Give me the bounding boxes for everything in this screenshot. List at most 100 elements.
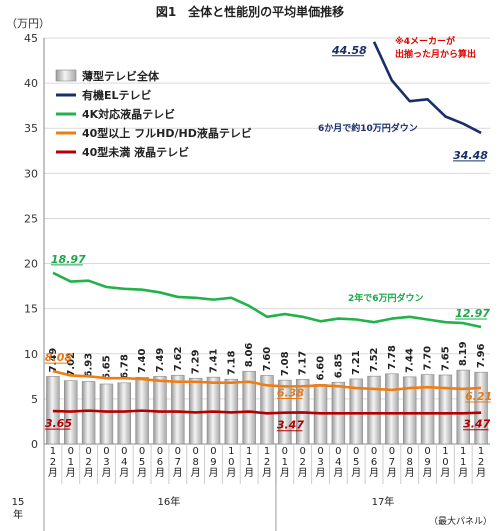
lines-layer bbox=[52, 41, 482, 415]
bar-value-label: 7.02 bbox=[66, 352, 77, 377]
chart-annotation: 2年で6万円ダウン bbox=[348, 292, 424, 304]
year-label: 17年 bbox=[372, 495, 395, 508]
y-tick-label: 10 bbox=[24, 348, 38, 361]
bar-value-label: 7.49 bbox=[48, 348, 59, 373]
bar bbox=[99, 383, 114, 445]
series-line bbox=[372, 41, 482, 135]
bar bbox=[81, 381, 96, 445]
bar bbox=[385, 373, 399, 445]
bar bbox=[367, 375, 381, 445]
bar-value-label: 8.06 bbox=[244, 343, 255, 368]
chart-annotation: 出揃った月から算出 bbox=[395, 48, 476, 60]
data-callout: 3.47 bbox=[463, 418, 490, 431]
bar bbox=[438, 374, 453, 445]
bar-value-label: 7.65 bbox=[440, 346, 451, 371]
callouts: 44.58 34.48 18.97 12.97 8.08 6.38 6.21 3.65 3.47… bbox=[44, 44, 492, 432]
bar-value-label: 7.52 bbox=[369, 347, 380, 372]
y-tick-label: 15 bbox=[24, 303, 38, 316]
chart-annotation: ※4メーカーが bbox=[395, 35, 456, 47]
data-callout: 6.38 bbox=[277, 386, 304, 399]
year-label: 15 年 bbox=[12, 497, 25, 521]
bars-layer: 7.49 7.02 6.93 6.65 6.78 7.40 7.49 7.62 7.29 7.41… bbox=[46, 341, 488, 445]
bar-value-label: 7.41 bbox=[208, 348, 219, 373]
data-callout: 12.97 bbox=[455, 307, 490, 320]
bar-value-label: 7.40 bbox=[137, 349, 148, 374]
bar bbox=[242, 370, 256, 445]
bar bbox=[117, 382, 132, 445]
y-tick-label: 45 bbox=[24, 32, 38, 45]
source-note: （最大パネル） bbox=[429, 515, 492, 527]
y-unit-label: （万円） bbox=[6, 17, 50, 30]
bar-value-label: 6.85 bbox=[333, 353, 344, 378]
series-line bbox=[52, 271, 482, 329]
y-tick-label: 20 bbox=[24, 258, 38, 271]
y-tick-label: 0 bbox=[31, 438, 38, 451]
data-callout: 3.65 bbox=[45, 417, 72, 430]
bar-value-label: 7.17 bbox=[298, 351, 309, 376]
bar-value-label: 6.60 bbox=[316, 356, 327, 381]
bar bbox=[474, 371, 488, 445]
bar bbox=[260, 375, 274, 445]
data-callout: 3.47 bbox=[277, 419, 304, 432]
chart-annotation: 6か月で約10万円ダウン bbox=[318, 122, 418, 134]
y-tick-label: 35 bbox=[24, 122, 38, 135]
bar-value-label: 7.21 bbox=[351, 350, 362, 375]
bar-value-label: 8.19 bbox=[458, 341, 469, 366]
bar bbox=[171, 374, 185, 445]
bar-value-label: 7.70 bbox=[423, 346, 434, 371]
data-callout: 6.21 bbox=[465, 390, 492, 403]
legend-label: 40型以上 フルHD/HD液晶テレビ bbox=[82, 126, 252, 140]
bar-value-label: 7.18 bbox=[226, 351, 237, 376]
bar-value-label: 7.08 bbox=[280, 351, 291, 376]
data-callout: 34.48 bbox=[453, 149, 488, 162]
series-line bbox=[52, 409, 482, 415]
data-callout: 44.58 bbox=[331, 44, 367, 57]
legend-label: 有機ELテレビ bbox=[82, 88, 152, 102]
data-callout: 18.97 bbox=[51, 253, 86, 266]
bar-value-label: 7.78 bbox=[387, 345, 398, 370]
bar-value-label: 7.44 bbox=[405, 348, 416, 373]
bar bbox=[349, 378, 363, 445]
legend-swatch bbox=[55, 69, 77, 82]
bar-value-label: 7.96 bbox=[476, 343, 487, 368]
data-callout: 8.08 bbox=[45, 351, 72, 364]
bar-value-label: 7.60 bbox=[262, 347, 273, 372]
bar-value-label: 7.29 bbox=[191, 350, 202, 375]
chart-title: 図1 全体と性能別の平均単価推移 bbox=[156, 4, 344, 19]
year-label: 16年 bbox=[158, 495, 181, 508]
bar bbox=[402, 376, 417, 445]
bar-value-label: 7.49 bbox=[155, 348, 166, 373]
y-tick-label: 40 bbox=[24, 77, 38, 90]
bar-value-label: 7.62 bbox=[173, 347, 184, 372]
bar-value-label: 6.65 bbox=[101, 355, 112, 380]
legend-label: 薄型テレビ全体 bbox=[82, 69, 160, 83]
